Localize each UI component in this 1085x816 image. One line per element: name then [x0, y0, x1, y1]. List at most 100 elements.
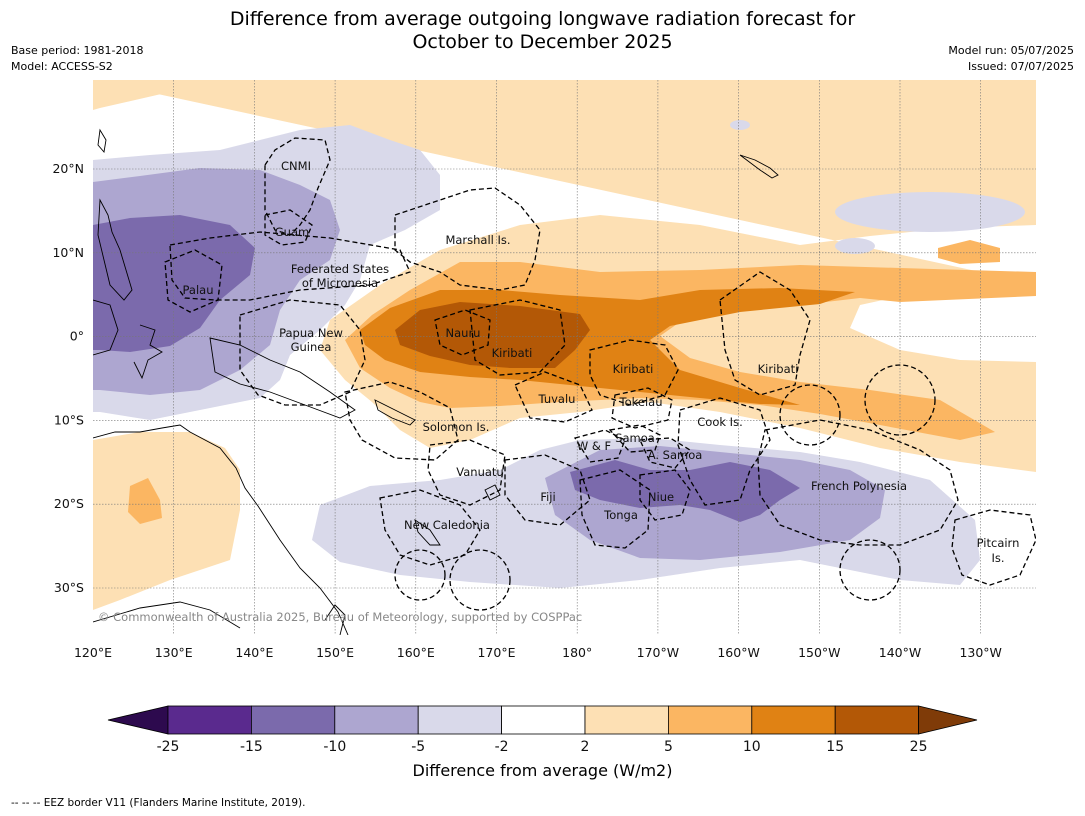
- coast-fiji: [484, 484, 501, 501]
- colorbar-tick-label: 25: [910, 739, 928, 755]
- eez-palau: [164, 249, 223, 313]
- eez-vanuatu: [427, 439, 506, 506]
- colorbar-swatch: [584, 705, 669, 735]
- label-palau: Palau: [183, 283, 214, 297]
- label-niue: Niue: [648, 490, 674, 504]
- label-french-polynesia: French Polynesia: [811, 479, 907, 493]
- lon-tick-label: 170°E: [477, 645, 515, 660]
- colorbar-swatch: [417, 705, 503, 735]
- longitude-ticks: 120°E 130°E 140°E 150°E 160°E 170°E 180° 170°W 1…: [74, 645, 1002, 660]
- label-asamoa: A. Samoa: [648, 448, 703, 462]
- eez-fsm: [169, 231, 411, 301]
- label-vanuatu: Vanuatu: [456, 465, 503, 479]
- eez-kiribati-central: [589, 339, 679, 406]
- lon-tick-label: 180°: [562, 645, 592, 660]
- colorbar-swatch: [501, 705, 586, 735]
- colorbar-tick-label: -5: [411, 739, 425, 755]
- coastlines: [93, 128, 779, 635]
- colorbar-swatch: [668, 705, 753, 735]
- coast-hawaii: [739, 154, 779, 179]
- label-tokelau: Tokelau: [619, 395, 663, 409]
- label-new-caledonia: New Caledonia: [404, 518, 490, 532]
- colorbar-swatch: [834, 705, 920, 735]
- gridlines: [93, 80, 1036, 635]
- olr-positive-very-strong: [395, 302, 590, 368]
- lat-tick-label: 10°N: [52, 245, 84, 260]
- olr-patch-light-n: [730, 120, 750, 130]
- coast-new-caledonia: [414, 518, 441, 546]
- label-kiribati-central: Kiribati: [613, 362, 654, 376]
- label-kiribati-west: Kiribati: [492, 346, 533, 360]
- olr-patch-light-ne: [835, 192, 1025, 232]
- lon-tick-label: 150°W: [798, 645, 840, 660]
- label-tuvalu: Tuvalu: [538, 392, 576, 406]
- coast-australia: [93, 424, 349, 635]
- eez-nauru: [434, 309, 491, 356]
- colorbar-tick-label: -10: [323, 739, 346, 755]
- eez-french-polynesia: [757, 419, 959, 546]
- model-run: Model run: 05/07/2025: [948, 44, 1074, 57]
- label-marshall: Marshall Is.: [445, 233, 510, 247]
- colorbar-label: Difference from average (W/m2): [412, 761, 673, 780]
- model-name: Model: ACCESS-S2: [11, 60, 113, 73]
- colorbar-tick-label: 15: [826, 739, 844, 755]
- colorbar-swatch: [334, 705, 419, 735]
- label-nauru: Nauru: [446, 326, 481, 340]
- coast-solomon: [374, 399, 416, 426]
- olr-australia-light: [93, 432, 240, 610]
- lat-tick-label: 0°: [70, 329, 84, 344]
- lat-tick-label: 30°S: [54, 580, 84, 595]
- eez-samoa: [608, 424, 661, 453]
- lat-tick-label: 20°S: [54, 496, 84, 511]
- eez-east-circle-1: [864, 364, 936, 436]
- eez-kiribati-west: [469, 299, 566, 376]
- olr-australia-mid: [128, 478, 162, 524]
- lat-tick-label: 10°S: [54, 412, 84, 427]
- colorbar-tick-label: 10: [743, 739, 761, 755]
- olr-negative-strong: [93, 215, 255, 352]
- coast-taiwan: [97, 128, 107, 154]
- colorbar-tick-label: -15: [240, 739, 263, 755]
- lon-tick-label: 140°W: [879, 645, 921, 660]
- issued-date: Issued: 07/07/2025: [967, 60, 1074, 73]
- lon-tick-label: 170°W: [637, 645, 679, 660]
- eez-kermadec: [449, 549, 511, 611]
- label-fiji: Fiji: [540, 490, 555, 504]
- meta-left: Base period: 1981-2018 Model: ACCESS-S2: [11, 43, 143, 75]
- lon-tick-label: 160°E: [397, 645, 435, 660]
- label-samoa: Samoa: [615, 431, 655, 445]
- lon-tick-label: 140°E: [235, 645, 273, 660]
- colorbar-tick-label: 2: [581, 739, 590, 755]
- eez-tonga: [579, 469, 651, 549]
- label-kiribati-east: Kiribati: [758, 362, 799, 376]
- eez-guam: [264, 209, 313, 246]
- colorbar-tick-label: -25: [157, 739, 180, 755]
- eez-wf: [573, 429, 626, 463]
- olr-patch-light-mid: [835, 238, 875, 254]
- label-png-1: Papua New: [279, 326, 343, 340]
- eez-austral: [839, 539, 901, 601]
- eez-tuvalu: [514, 371, 593, 423]
- latitude-ticks: 20°N 10°N 0° 10°S 20°S 30°S: [52, 161, 84, 595]
- lon-tick-label: 130°E: [155, 645, 193, 660]
- eez-new-caledonia: [379, 489, 481, 566]
- label-pitcairn-1: Pitcairn: [977, 536, 1020, 550]
- label-guam: Guam: [275, 225, 309, 239]
- colorbar-tick-label: -2: [495, 739, 509, 755]
- colorbar-swatch: [167, 705, 252, 735]
- label-fsm-1: Federated States: [291, 262, 389, 276]
- colorbar-swatch: [751, 705, 836, 735]
- title-line-1: Difference from average outgoing longwav…: [229, 8, 856, 30]
- eez-niue: [639, 469, 691, 521]
- eez-kiribati-east: [719, 271, 811, 396]
- eez-norfolk: [394, 549, 446, 601]
- eez-tokelau: [611, 387, 673, 429]
- colorbar-swatch: [250, 705, 336, 735]
- coast-new-guinea: [209, 337, 356, 419]
- label-fsm-2: of Micronesia: [302, 276, 378, 290]
- coast-philippines: [97, 198, 133, 301]
- colorbar-over-arrow: [918, 705, 978, 735]
- eez-borders: [164, 137, 1036, 611]
- eez-pitcairn: [951, 509, 1036, 586]
